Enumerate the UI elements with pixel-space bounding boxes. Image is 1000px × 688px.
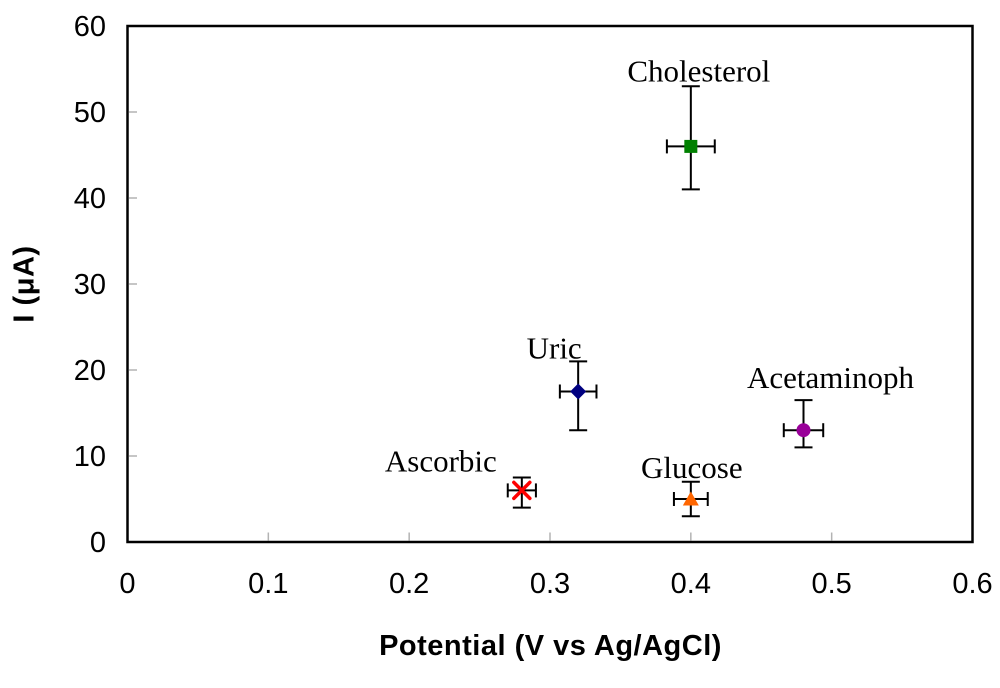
x-tick-label-0.4: 0.4 [671, 568, 711, 600]
y-tick-label-0: 0 [90, 527, 106, 559]
y-tick-label-50: 50 [74, 97, 106, 129]
data-point-marker-ascorbic [512, 480, 532, 501]
data-point-marker-acetaminoph [796, 423, 811, 438]
y-tick-label-10: 10 [74, 441, 106, 473]
point-label-cholesterol: Cholesterol [627, 53, 770, 88]
y-tick-label-20: 20 [74, 355, 106, 387]
y-axis-title: I (μA) [8, 245, 41, 323]
data-point-marker-cholesterol [684, 139, 698, 153]
point-label-ascorbic: Ascorbic [385, 443, 497, 478]
x-tick-label-0.5: 0.5 [812, 568, 852, 600]
y-tick-label-30: 30 [74, 269, 106, 301]
plot-frame [126, 24, 974, 544]
x-tick-label-0: 0 [119, 568, 135, 600]
point-label-uric: Uric [527, 331, 582, 366]
x-tick-label-0.2: 0.2 [389, 568, 429, 600]
data-point-marker-uric [570, 383, 587, 400]
point-label-acetaminoph: Acetaminoph [747, 360, 915, 395]
point-label-glucose: Glucose [641, 450, 743, 485]
y-tick-label-40: 40 [74, 183, 106, 215]
x-tick-label-0.6: 0.6 [952, 568, 992, 600]
data-point-marker-glucose [682, 491, 699, 506]
x-tick-label-0.1: 0.1 [248, 568, 288, 600]
x-axis-title: Potential (V vs Ag/AgCl) [379, 630, 722, 662]
y-tick-label-60: 60 [74, 11, 106, 43]
x-tick-label-0.3: 0.3 [530, 568, 570, 600]
